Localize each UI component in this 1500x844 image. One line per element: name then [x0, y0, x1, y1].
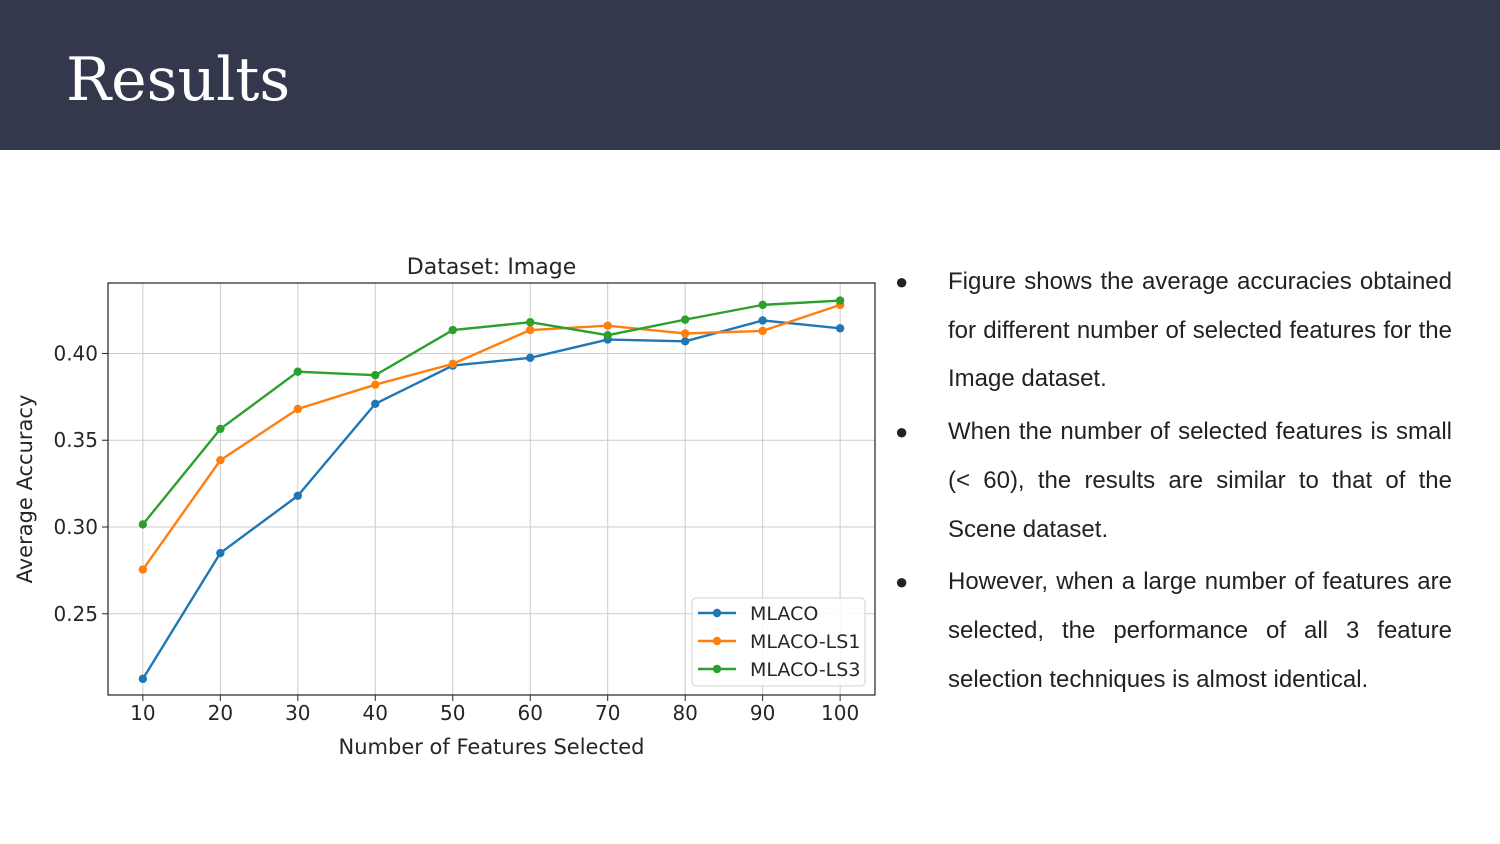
x-tick-label: 80 — [672, 701, 697, 725]
data-point-mlaco-ls3 — [526, 318, 535, 327]
data-point-mlaco — [835, 324, 845, 333]
data-point-mlaco-ls3 — [138, 520, 148, 529]
chart-title: Dataset: Image — [407, 255, 576, 280]
bullet-text: When the number of selected features is … — [948, 418, 1452, 543]
bullet-item: ● However, when a large number of featur… — [895, 558, 1452, 704]
bullet-item: ● Figure shows the average accuracies ob… — [895, 258, 1452, 404]
data-point-mlaco — [680, 337, 690, 346]
bullet-item: ● When the number of selected features i… — [895, 408, 1452, 554]
data-point-mlaco-ls3 — [448, 325, 457, 335]
legend-label: MLACO — [750, 603, 818, 625]
data-point-mlaco-ls1 — [371, 380, 380, 389]
y-tick-label: 0.25 — [53, 602, 98, 626]
data-point-mlaco-ls1 — [680, 329, 690, 338]
data-point-mlaco-ls1 — [526, 325, 535, 335]
legend-swatch-marker — [712, 608, 722, 618]
bullet-dot: ● — [895, 419, 909, 445]
data-point-mlaco-ls3 — [835, 296, 845, 305]
data-point-mlaco-ls3 — [371, 370, 380, 380]
chart-legend — [691, 597, 866, 687]
x-axis-label: Number of Features Selected — [339, 735, 645, 759]
x-tick-label: 90 — [750, 701, 775, 725]
accuracy-line-chart: 10 20 30 40 50 60 70 80 90 100 0.25 0.30 0.35 0.40 Dat… — [13, 255, 876, 759]
y-axis-label: Average Accuracy — [13, 395, 37, 584]
data-point-mlaco-ls1 — [448, 359, 457, 369]
data-point-mlaco — [216, 548, 225, 558]
y-tick-label: 0.40 — [53, 341, 98, 365]
x-tick-label: 30 — [285, 701, 310, 725]
bullet-list: ● Figure shows the average accuracies ob… — [895, 258, 1452, 708]
x-tick-label: 100 — [821, 701, 859, 725]
y-tick-label: 0.35 — [53, 428, 98, 452]
x-tick-label: 60 — [518, 701, 543, 725]
series-line-mlaco — [141, 319, 841, 680]
data-point-mlaco-ls3 — [603, 331, 612, 340]
data-point-mlaco-ls1 — [138, 565, 148, 574]
series-line-mlaco-ls3 — [141, 299, 841, 526]
legend-swatch-marker — [712, 636, 722, 646]
data-point-mlaco-ls1 — [293, 404, 303, 414]
data-point-mlaco-ls3 — [758, 300, 767, 310]
legend-label: MLACO-LS1 — [750, 631, 860, 653]
data-point-mlaco-ls3 — [293, 367, 303, 376]
x-tick-label: 40 — [363, 701, 388, 725]
plot-frame — [107, 282, 876, 696]
legend-swatch-marker — [712, 664, 722, 674]
bullet-dot: ● — [895, 569, 909, 595]
data-point-mlaco — [371, 399, 380, 408]
y-tick-label: 0.30 — [53, 515, 98, 539]
data-point-mlaco — [138, 674, 148, 684]
slide-header: Results — [0, 0, 1500, 150]
data-point-mlaco — [758, 316, 767, 325]
x-tick-label: 70 — [595, 701, 620, 725]
slide-title: Results — [66, 45, 291, 115]
data-point-mlaco-ls3 — [216, 424, 225, 434]
bullet-text: Figure shows the average accuracies obta… — [948, 268, 1452, 393]
data-point-mlaco — [293, 491, 303, 500]
data-point-mlaco-ls1 — [216, 455, 225, 465]
bullet-text: However, when a large number of features… — [948, 568, 1452, 693]
bullet-dot: ● — [895, 269, 909, 294]
legend-label: MLACO-LS3 — [750, 659, 860, 681]
data-point-mlaco-ls1 — [603, 321, 612, 330]
data-point-mlaco — [526, 353, 535, 362]
x-tick-label: 20 — [208, 701, 233, 725]
data-point-mlaco-ls3 — [680, 315, 690, 324]
series-line-mlaco-ls1 — [141, 303, 841, 571]
x-tick-label: 10 — [130, 701, 155, 725]
data-point-mlaco-ls1 — [758, 326, 767, 336]
x-tick-label: 50 — [440, 701, 465, 725]
